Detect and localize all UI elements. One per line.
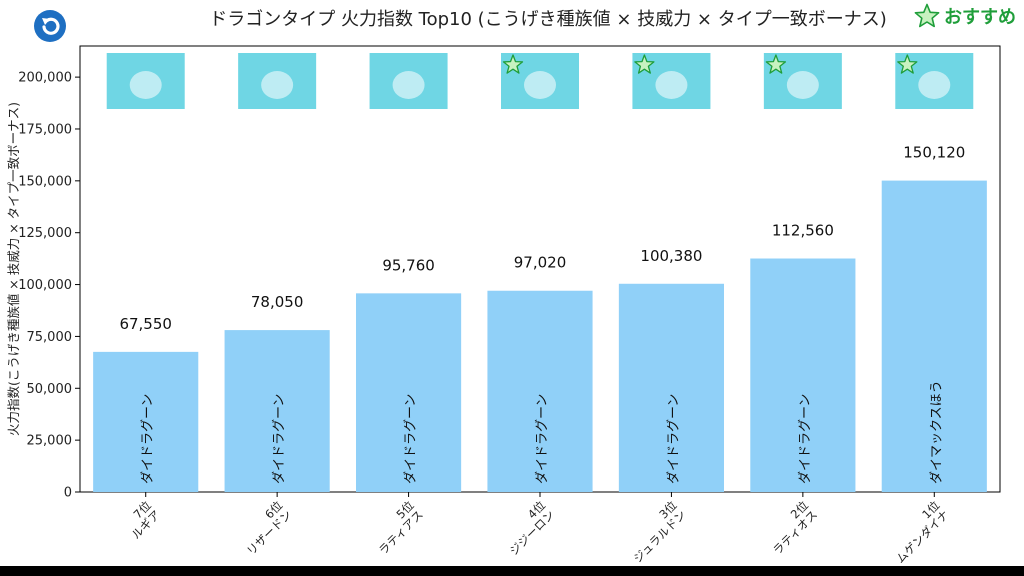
legend-label: おすすめ [944, 7, 1016, 28]
move-label: ダイマックスほう [929, 380, 944, 484]
value-label: 67,550 [119, 315, 172, 333]
thumb-figure [786, 71, 819, 99]
move-label: ダイドラグーン [404, 394, 419, 484]
move-label: ダイドラグーン [141, 394, 156, 484]
x-tick-label: 3位ジュラルドン [621, 498, 688, 565]
back-arrow-icon [42, 17, 60, 35]
x-tick-label: 7位ルギア [120, 498, 163, 541]
recommended-star-icon [502, 54, 524, 74]
pokemon-name-label: ムゲンダイナ [893, 507, 952, 566]
bar [881, 180, 987, 493]
recommended-star-icon [897, 54, 918, 74]
bar [750, 258, 856, 492]
recommended-star-icon [634, 54, 655, 74]
star-icon [914, 3, 940, 28]
y-tick-label: 175,000 [18, 122, 72, 137]
y-tick-label: 150,000 [18, 174, 72, 189]
x-tick-label: 6位リザードン [235, 498, 295, 558]
move-label: ダイドラグーン [798, 394, 813, 484]
bar [487, 290, 593, 492]
y-tick-label: 50,000 [27, 382, 73, 397]
thumb-figure [129, 71, 162, 99]
thumb-figure [261, 71, 294, 99]
bottom-bar [0, 566, 1024, 576]
value-label: 150,120 [903, 144, 965, 162]
y-tick-label: 25,000 [27, 434, 73, 449]
move-label: ダイドラグーン [666, 394, 681, 484]
x-tick-label: 2位ラティオス [761, 498, 820, 557]
y-axis-label: 火力指数(こうげき種族値 × 技威力 × タイプ一致ボーナス) [6, 102, 21, 436]
thumb-figure [392, 71, 425, 99]
y-tick-label: 75,000 [27, 330, 73, 345]
y-tick-label: 100,000 [18, 278, 72, 293]
bar [618, 283, 724, 492]
chart-title: ドラゴンタイプ 火力指数 Top10 (こうげき種族値 × 技威力 × タイプ一… [209, 9, 887, 30]
thumb-figure [918, 71, 951, 99]
move-label: ダイドラグーン [535, 394, 550, 484]
x-tick-label: 5位ラティアス [367, 498, 426, 557]
y-tick-label: 200,000 [18, 71, 72, 86]
legend: おすすめ [914, 2, 1016, 30]
value-label: 100,380 [640, 247, 702, 265]
value-label: 78,050 [251, 293, 304, 311]
bar [93, 351, 199, 492]
value-label: 112,560 [772, 222, 834, 240]
thumb-figure [524, 71, 556, 99]
thumb-figure [655, 71, 688, 99]
move-label: ダイドラグーン [272, 394, 287, 484]
back-button[interactable] [34, 10, 66, 42]
y-tick-label: 125,000 [18, 226, 72, 241]
value-label: 97,020 [514, 254, 567, 272]
bar [224, 330, 330, 492]
value-label: 95,760 [382, 256, 435, 274]
recommended-star-icon [765, 54, 787, 74]
y-tick-label: 0 [64, 486, 72, 501]
x-tick-label: 4位ジジーロン [498, 498, 558, 558]
x-tick-label: 1位ムゲンダイナ [884, 498, 952, 566]
bar [356, 293, 462, 492]
